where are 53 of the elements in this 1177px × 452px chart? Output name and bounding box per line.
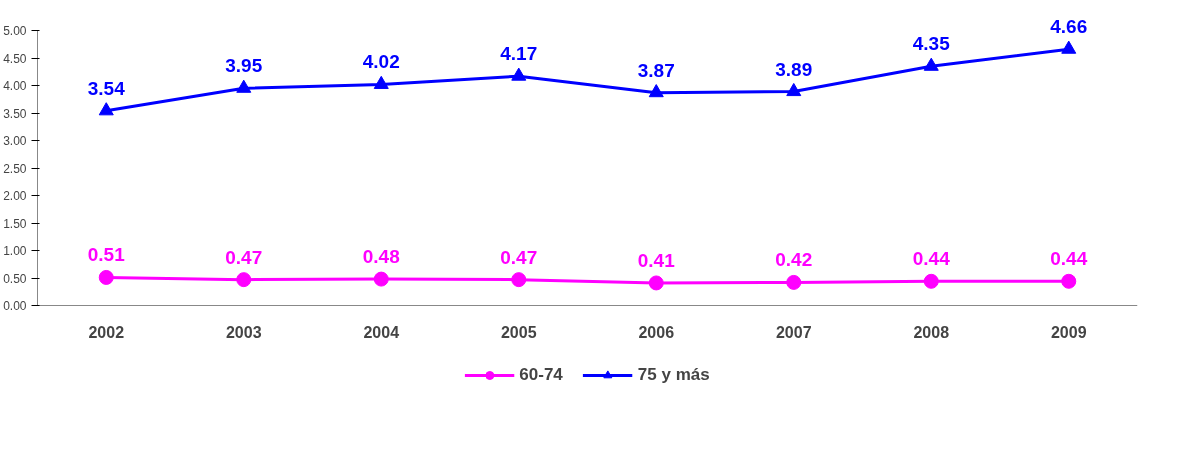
point bbox=[923, 57, 939, 71]
point bbox=[373, 75, 389, 89]
data-label: 0.47 bbox=[500, 246, 538, 268]
x-tick-label: 2002 bbox=[88, 323, 125, 341]
data-label: 0.44 bbox=[912, 248, 951, 270]
x-tick-label: 2009 bbox=[1050, 323, 1087, 341]
point bbox=[1061, 273, 1077, 289]
x-tick-label: 2003 bbox=[225, 323, 262, 341]
point bbox=[98, 102, 114, 116]
y-tick-label: 1.50 bbox=[3, 216, 27, 231]
data-label: 0.42 bbox=[775, 249, 813, 271]
data-label: 0.47 bbox=[225, 246, 263, 268]
data-label: 3.87 bbox=[637, 59, 675, 81]
point bbox=[236, 272, 252, 288]
data-label: 0.44 bbox=[1050, 248, 1088, 270]
legend-label: 75 y más bbox=[637, 365, 710, 385]
point bbox=[373, 271, 389, 287]
y-tick-label: 0.00 bbox=[3, 299, 27, 313]
x-tick-label: 2005 bbox=[500, 323, 537, 341]
data-label: 3.54 bbox=[87, 77, 126, 99]
point bbox=[1061, 40, 1077, 54]
data-label: 3.95 bbox=[225, 55, 263, 77]
data-label: 0.48 bbox=[362, 246, 400, 268]
point bbox=[786, 274, 802, 290]
point bbox=[98, 269, 114, 285]
data-label: 4.17 bbox=[500, 43, 538, 65]
point bbox=[648, 84, 664, 98]
data-label: 0.51 bbox=[87, 244, 126, 266]
y-tick-label: 4.00 bbox=[3, 79, 27, 93]
y-tick-label: 3.00 bbox=[3, 134, 27, 148]
point bbox=[648, 275, 664, 291]
point bbox=[923, 273, 939, 289]
data-label: 4.35 bbox=[912, 33, 951, 55]
data-label: 4.02 bbox=[362, 51, 400, 73]
y-tick-label: 2.00 bbox=[3, 189, 27, 203]
point bbox=[511, 272, 527, 288]
y-tick-label: 2.50 bbox=[3, 161, 27, 176]
y-tick-label: 0.50 bbox=[3, 271, 27, 286]
x-tick-label: 2008 bbox=[913, 323, 950, 341]
legend-label: 60-74 bbox=[519, 365, 563, 385]
y-tick-label: 4.50 bbox=[3, 51, 27, 66]
point bbox=[786, 82, 802, 97]
point bbox=[236, 79, 252, 93]
data-label: 3.89 bbox=[775, 58, 813, 80]
x-tick-label: 2007 bbox=[775, 323, 812, 341]
x-tick-label: 2004 bbox=[363, 323, 400, 341]
y-tick-label: 5.00 bbox=[3, 24, 27, 38]
data-label: 4.66 bbox=[1050, 16, 1088, 38]
y-tick-label: 3.50 bbox=[3, 106, 27, 121]
y-tick-label: 1.00 bbox=[3, 244, 27, 258]
data-label: 0.41 bbox=[637, 249, 676, 271]
point bbox=[511, 67, 527, 81]
x-tick-label: 2006 bbox=[638, 323, 675, 341]
